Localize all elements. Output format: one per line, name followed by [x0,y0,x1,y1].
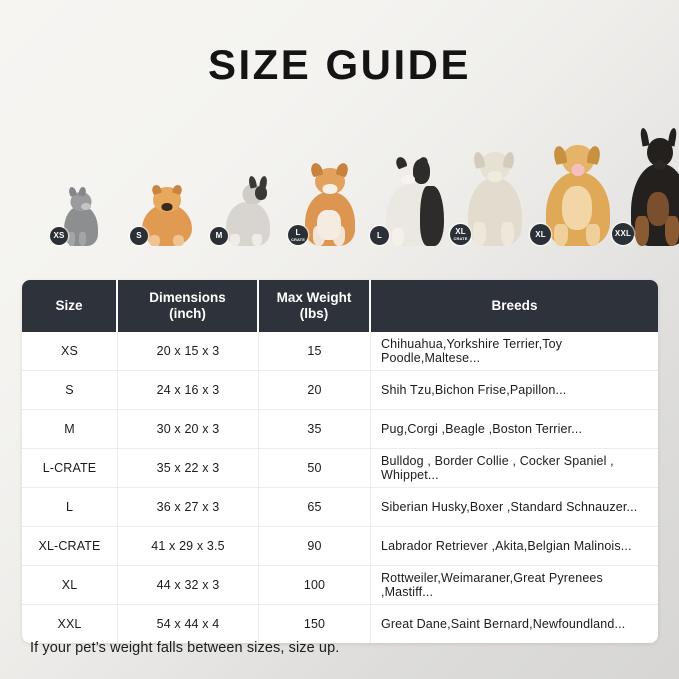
cell-max-weight: 90 [259,527,371,565]
cell-dimensions: 54 x 44 x 4 [118,605,259,643]
cell-size: XS [22,332,118,370]
cell-max-weight: 150 [259,605,371,643]
size-table: Size Dimensions (inch) Max Weight (lbs) … [22,280,658,643]
cell-size: L [22,488,118,526]
animal-doberman: XXL [612,122,679,246]
badge-l-crate: L CRATE [288,225,308,245]
table-row: L 36 x 27 x 3 65 Siberian Husky,Boxer ,S… [22,488,658,527]
badge-xl-crate: XL CRATE [450,224,471,245]
column-header-breeds-label: Breeds [491,298,538,314]
animal-labrador: XL CRATE [450,138,540,246]
cell-breeds: Shih Tzu,Bichon Frise,Papillon... [381,383,567,397]
badge-s: S [130,227,148,245]
table-row: XL 44 x 32 x 3 100 Rottweiler,Weimaraner… [22,566,658,605]
animal-border-collie: L [370,146,456,246]
column-header-max-weight: Max Weight (lbs) [259,280,371,332]
animal-shiba-inu: L CRATE [288,154,372,246]
table-body: XS 20 x 15 x 3 15 Chihuahua,Yorkshire Te… [22,332,658,643]
column-header-dimensions: Dimensions (inch) [118,280,259,332]
animal-gray-cat: XS [50,186,112,246]
cell-breeds: Chihuahua,Yorkshire Terrier,Toy Poodle,M… [381,337,563,365]
table-row: XL-CRATE 41 x 29 x 3.5 90 Labrador Retri… [22,527,658,566]
cell-max-weight: 100 [259,566,371,604]
cell-max-weight: 65 [259,488,371,526]
cell-breeds: Bulldog , Border Collie , Cocker Spaniel… [381,454,614,482]
badge-xs: XS [50,227,68,245]
cell-size: XL-CRATE [22,527,118,565]
cell-size: M [22,410,118,448]
badge-xl-crate-label: XL [455,227,466,236]
badge-s-label: S [136,231,142,240]
animal-golden-retriever: XL [530,132,626,246]
cell-breeds: Siberian Husky,Boxer ,Standard Schnauzer… [381,500,638,514]
column-header-max-weight-label: Max Weight [276,290,352,306]
badge-l-label: L [376,230,383,240]
cell-dimensions: 36 x 27 x 3 [118,488,259,526]
cell-dimensions: 41 x 29 x 3.5 [118,527,259,565]
badge-xl-label: XL [535,229,546,239]
cell-max-weight: 20 [259,371,371,409]
cell-breeds: Rottweiler,Weimaraner,Great Pyrenees ,Ma… [381,571,603,599]
column-header-breeds: Breeds [371,280,658,332]
badge-m: M [210,227,228,245]
animal-pomeranian: S [130,180,204,246]
badge-m-label: M [215,231,223,240]
badge-l-crate-sublabel: CRATE [291,236,305,242]
page-title: SIZE GUIDE [207,41,472,88]
table-row: XXL 54 x 44 x 4 150 Great Dane,Saint Ber… [22,605,658,643]
column-header-size-label: Size [55,298,83,314]
table-row: S 24 x 16 x 3 20 Shih Tzu,Bichon Frise,P… [22,371,658,410]
table-row: M 30 x 20 x 3 35 Pug,Corgi ,Beagle ,Bost… [22,410,658,449]
column-header-max-weight-unit: (lbs) [299,306,329,321]
badge-xxl-label: XXL [614,229,632,238]
column-header-dimensions-unit: (inch) [169,306,206,321]
cell-breeds: Pug,Corgi ,Beagle ,Boston Terrier... [381,422,583,436]
cell-max-weight: 15 [259,332,371,370]
column-header-dimensions-label: Dimensions [149,290,226,306]
cell-size: L-CRATE [22,449,118,487]
badge-l: L [370,226,389,245]
cell-size: XXL [22,605,118,643]
cell-dimensions: 30 x 20 x 3 [118,410,259,448]
sizing-note: If your pet’s weight falls between sizes… [30,640,340,656]
badge-xl: XL [530,224,551,245]
cell-breeds: Labrador Retriever ,Akita,Belgian Malino… [381,539,632,553]
badge-l-crate-label: L [295,227,301,237]
badge-xxl: XXL [612,223,634,245]
cell-max-weight: 35 [259,410,371,448]
cell-dimensions: 44 x 32 x 3 [118,566,259,604]
cell-dimensions: 35 x 22 x 3 [118,449,259,487]
animal-french-bulldog: M [210,168,286,246]
column-header-size: Size [22,280,118,332]
cell-size: S [22,371,118,409]
cell-breeds: Great Dane,Saint Bernard,Newfoundland... [381,617,626,631]
cell-max-weight: 50 [259,449,371,487]
animal-size-row: XS S [22,118,679,246]
cell-dimensions: 20 x 15 x 3 [118,332,259,370]
table-header-row: Size Dimensions (inch) Max Weight (lbs) … [22,280,658,332]
badge-xl-crate-sublabel: CRATE [453,236,468,241]
table-row: L-CRATE 35 x 22 x 3 50 Bulldog , Border … [22,449,658,488]
badge-xs-label: XS [53,231,65,240]
table-row: XS 20 x 15 x 3 15 Chihuahua,Yorkshire Te… [22,332,658,371]
cell-dimensions: 24 x 16 x 3 [118,371,259,409]
cell-size: XL [22,566,118,604]
